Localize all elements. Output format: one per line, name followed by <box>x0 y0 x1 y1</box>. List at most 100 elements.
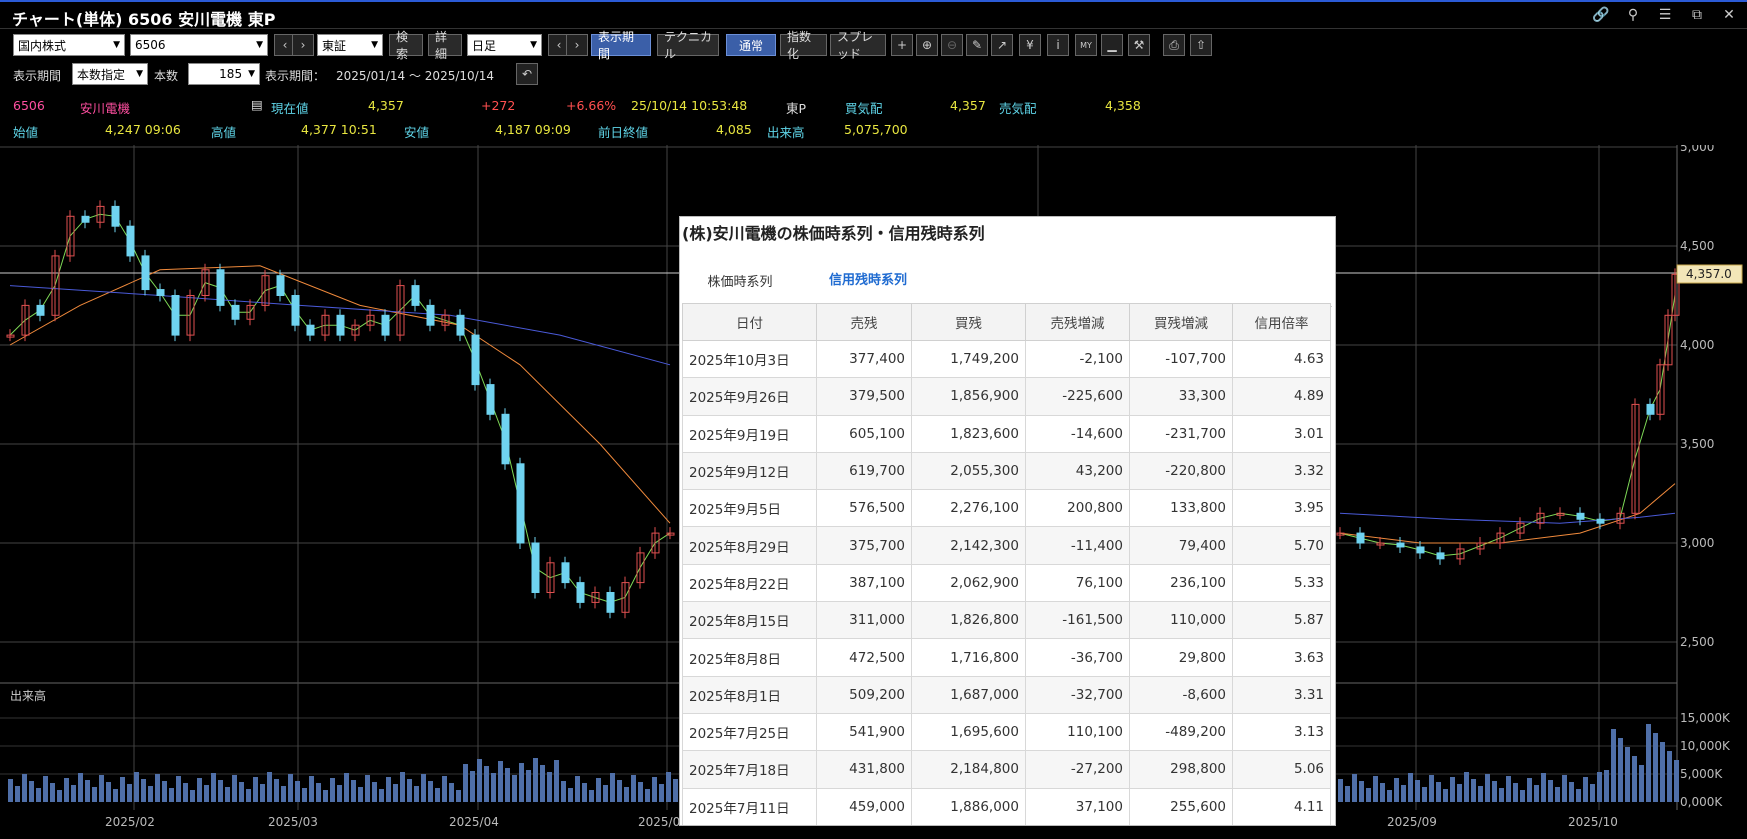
period-type-select[interactable]: 日足 ▼ <box>467 34 542 56</box>
candle-left-31 <box>471 334 480 386</box>
quote-code: 6506 <box>13 98 45 113</box>
display-period-button[interactable]: 表示期間 <box>591 30 651 61</box>
change-pct: +6.66% <box>566 98 617 113</box>
table-row: 2025年8月15日 311,000 1,826,800 -161,500 110,00… <box>682 601 1331 640</box>
zoom-out-icon[interactable]: ⊖ <box>941 34 963 56</box>
candle-left-1 <box>21 304 30 336</box>
normal-button[interactable]: 通常 <box>726 34 776 56</box>
menu-icon[interactable]: ☰ <box>1658 7 1672 23</box>
candle-right-19 <box>1671 273 1680 316</box>
crosshair-icon[interactable]: + <box>891 34 913 56</box>
table-cell: 43,200 <box>1025 451 1130 491</box>
index-button[interactable]: 指数化 <box>780 30 827 61</box>
table-cell: -220,800 <box>1129 451 1233 491</box>
market-select[interactable]: 国内株式 ▼ <box>13 34 125 56</box>
table-row: 2025年8月1日 509,200 1,687,000 -32,700 -8,600 3.… <box>682 675 1331 714</box>
next-code-button[interactable]: › <box>292 34 314 56</box>
range-value: 2025/01/14 ～ 2025/10/14 <box>336 69 494 83</box>
candle-left-38 <box>576 582 585 603</box>
table-row: 2025年9月5日 576,500 2,276,100 200,800 133,800 3… <box>682 489 1331 528</box>
volume-bar <box>302 788 307 802</box>
col-long: 買残 <box>911 303 1026 341</box>
table-cell: 2025年9月5日 <box>682 489 817 528</box>
search-icon[interactable]: ⚲ <box>1627 7 1639 23</box>
table-cell: 379,500 <box>816 377 912 416</box>
volume-bar <box>449 783 454 802</box>
table-cell: 4.89 <box>1232 377 1331 416</box>
candle-left-9 <box>141 255 150 291</box>
close-icon[interactable]: ✕ <box>1723 7 1735 23</box>
wrench-icon[interactable]: ⚒ <box>1128 34 1150 56</box>
pencil-icon[interactable]: ✎ <box>966 34 988 56</box>
volume-bar <box>631 775 636 802</box>
table-cell: 4.63 <box>1232 339 1331 379</box>
volume-bar <box>1422 787 1427 802</box>
price-chart[interactable]: 5,000 4,500 4,000 3,500 3,000 2,500 4,35… <box>0 145 1747 839</box>
volume-bar <box>204 785 209 802</box>
table-cell: 431,800 <box>816 750 912 789</box>
count-value: 185 <box>219 67 243 81</box>
restore-icon[interactable]: ⧉ <box>1692 7 1702 23</box>
candle-right-13 <box>1596 518 1605 524</box>
count-input[interactable]: 185 ▼ <box>188 63 260 85</box>
volume-bar <box>1569 782 1574 802</box>
volume-bar <box>372 782 377 802</box>
volume-bar <box>1646 724 1651 802</box>
volume-bar <box>1415 780 1420 802</box>
tab-price-series[interactable]: 株価時系列 <box>707 274 773 290</box>
info-icon[interactable]: i <box>1047 34 1069 56</box>
volume-bar <box>463 764 468 802</box>
col-short-change: 売残増減 <box>1025 303 1130 341</box>
volume-bar <box>1366 788 1371 802</box>
volume-bar <box>190 790 195 802</box>
volume-bar <box>239 782 244 802</box>
price-tick-3500: 3,500 <box>1680 437 1714 451</box>
document-icon[interactable]: ▤ <box>251 97 263 112</box>
volume-bar <box>484 766 489 802</box>
exchange-select[interactable]: 東証 ▼ <box>317 34 383 56</box>
search-button[interactable]: 検索 <box>389 30 423 61</box>
candle-right-3 <box>1396 542 1405 548</box>
spread-button[interactable]: スプレッド <box>830 30 886 61</box>
zoom-in-icon[interactable]: ⊕ <box>916 34 938 56</box>
volume-pane-label: 出来高 <box>10 688 46 703</box>
volume-bar <box>1457 784 1462 802</box>
link-icon[interactable]: 🔗 <box>1592 7 1610 23</box>
yen-icon[interactable]: ¥ <box>1019 34 1041 56</box>
volume-bar <box>477 759 482 802</box>
table-cell: 2025年9月12日 <box>682 451 817 491</box>
period-settings: 表示期間 本数指定 ▼ 本数 185 ▼ 表示期間： 2025/01/14 ～ 20… <box>0 63 900 87</box>
table-cell: 387,100 <box>816 563 912 603</box>
volume-bar <box>561 781 566 802</box>
volume-bar <box>512 775 517 802</box>
table-row: 2025年9月19日 605,100 1,823,600 -14,600 -231,70… <box>682 414 1331 453</box>
volume-bar <box>211 773 216 802</box>
next-period-button[interactable]: › <box>566 34 588 56</box>
table-row: 2025年8月22日 387,100 2,062,900 76,100 236,100 5… <box>682 563 1331 603</box>
table-cell: 2,276,100 <box>911 489 1026 528</box>
volume-bar <box>225 787 230 802</box>
count-mode-select[interactable]: 本数指定 ▼ <box>72 63 148 85</box>
tab-margin-series[interactable]: 信用残時系列 <box>802 253 934 307</box>
my-icon[interactable]: MY <box>1075 34 1097 56</box>
title-bar: チャート(単体) 6506 安川電機 東P 🔗 ⚲ ☰ ⧉ ✕ <box>0 0 1747 29</box>
table-cell: 2025年8月29日 <box>682 526 817 565</box>
open-value: 4,247 09:06 <box>105 122 181 137</box>
detail-button[interactable]: 詳細 <box>428 30 462 61</box>
table-cell: 3.63 <box>1232 638 1331 677</box>
code-select[interactable]: 6506 ▼ <box>130 34 268 56</box>
low-label: 安値 <box>404 125 430 140</box>
table-cell: 33,300 <box>1129 377 1233 416</box>
table-row: 2025年9月26日 379,500 1,856,900 -225,600 33,300… <box>682 377 1331 416</box>
low-value: 4,187 09:09 <box>495 122 571 137</box>
chart-tool-icon[interactable]: ↗ <box>991 34 1013 56</box>
reset-period-icon[interactable]: ↶ <box>516 63 538 85</box>
volume-bar <box>400 772 405 802</box>
volume-bar <box>1506 776 1511 802</box>
technical-button[interactable]: テクニカル <box>657 30 719 61</box>
print-icon[interactable]: ⎙ <box>1163 34 1185 56</box>
volume-chart-icon[interactable]: ▁ <box>1101 34 1123 56</box>
volume-bar <box>106 782 111 802</box>
quote-datetime: 25/10/14 10:53:48 <box>631 98 748 113</box>
export-icon[interactable]: ⇧ <box>1190 34 1212 56</box>
